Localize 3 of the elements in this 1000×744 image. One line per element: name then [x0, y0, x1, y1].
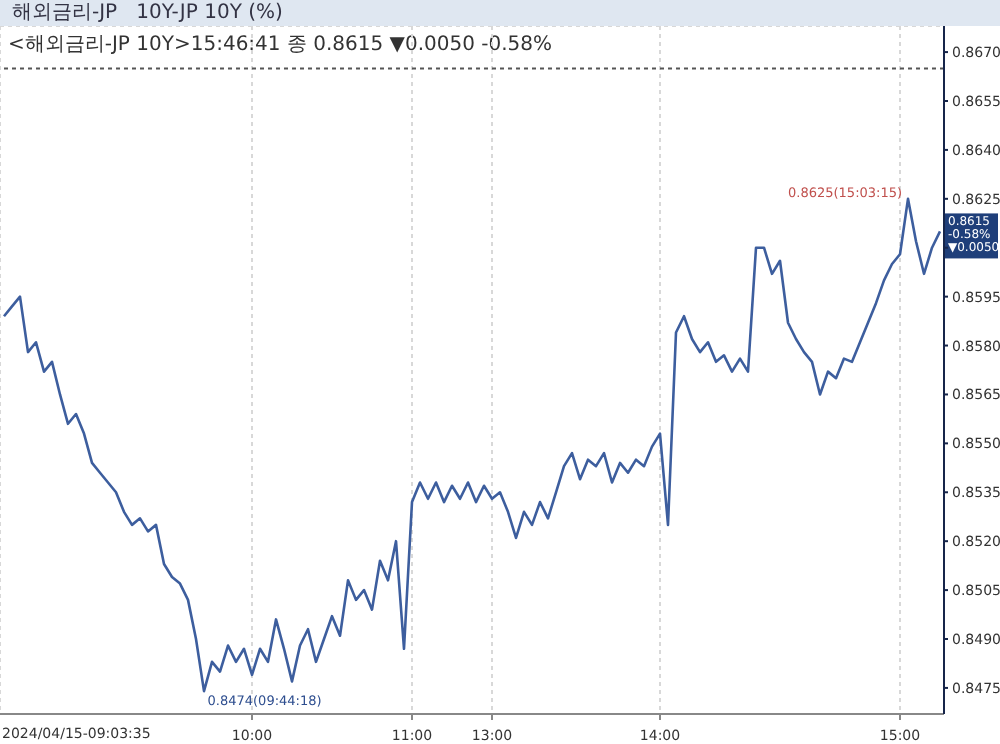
chart-subtitle: <해외금리-JP 10Y>15:46:41 종 0.8615 ▼0.0050 -0.58% — [8, 32, 553, 58]
chart-title: 해외금리-JP 10Y-JP 10Y (%) — [0, 0, 1000, 26]
line-series — [2, 197, 942, 693]
